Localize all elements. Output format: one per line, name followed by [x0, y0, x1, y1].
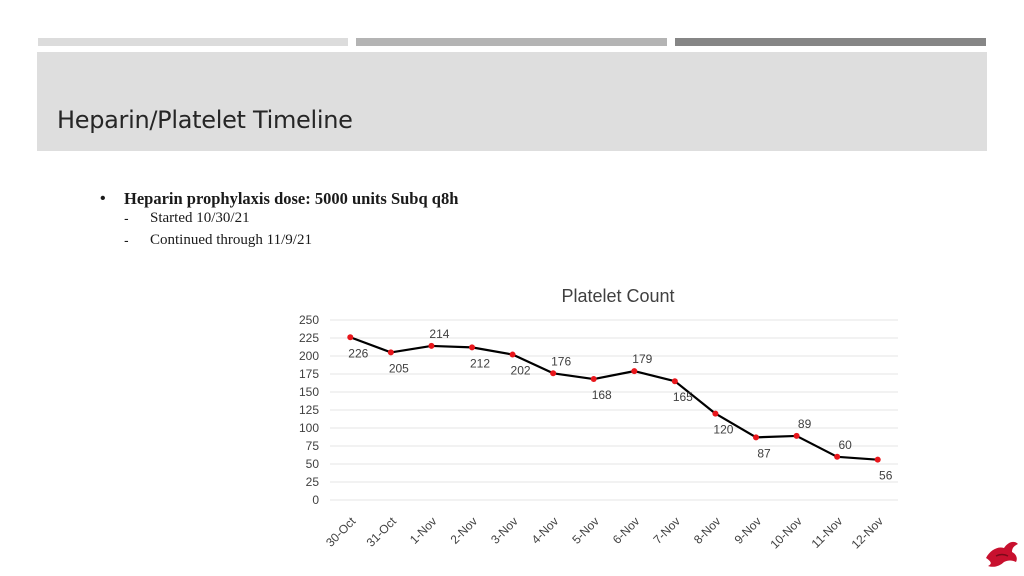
sub-item-text: Started 10/30/21: [150, 210, 250, 226]
chart-title: Platelet Count: [561, 286, 674, 306]
data-point: [347, 334, 354, 341]
data-point: [631, 368, 638, 375]
x-tick-label: 1-Nov: [407, 514, 440, 547]
data-point: [590, 376, 597, 383]
data-label: 179: [632, 352, 652, 366]
title-band: Heparin/Platelet Timeline: [37, 52, 987, 151]
data-point: [387, 349, 394, 356]
sub-dash: -: [124, 210, 129, 226]
accent-bars: [38, 38, 986, 46]
y-tick-label: 100: [299, 421, 319, 435]
data-label: 87: [757, 446, 771, 460]
y-tick-label: 225: [299, 331, 319, 345]
data-point: [550, 370, 557, 377]
bullet-dot: •: [100, 190, 106, 207]
data-label: 168: [592, 388, 612, 402]
accent-bar-light: [38, 38, 348, 46]
accent-bar-dark: [675, 38, 986, 46]
y-tick-label: 250: [299, 313, 319, 327]
red-bird-logo-icon: [986, 541, 1018, 567]
x-tick-label: 3-Nov: [488, 514, 521, 547]
y-tick-label: 50: [306, 457, 320, 471]
data-point: [753, 434, 759, 441]
bullet-text: Heparin prophylaxis dose: 5000 units Sub…: [124, 189, 459, 208]
data-label: 214: [429, 327, 449, 341]
x-tick-label: 4-Nov: [529, 514, 562, 547]
data-label: 89: [798, 417, 812, 431]
x-tick-label: 9-Nov: [732, 514, 765, 547]
data-point: [428, 342, 435, 349]
x-tick-label: 7-Nov: [650, 514, 683, 547]
y-tick-label: 150: [299, 385, 319, 399]
data-point: [509, 351, 516, 358]
x-tick-label: 5-Nov: [569, 514, 602, 547]
data-label: 205: [389, 361, 409, 375]
data-label: 226: [348, 346, 368, 360]
data-label: 60: [838, 438, 852, 452]
x-tick-label: 30-Oct: [323, 514, 359, 550]
data-label: 120: [713, 423, 733, 437]
y-tick-label: 0: [312, 493, 319, 507]
series-line: [349, 336, 878, 461]
y-tick-label: 200: [299, 349, 319, 363]
x-tick-label: 6-Nov: [610, 514, 643, 547]
accent-bar-medium: [356, 38, 667, 46]
y-tick-label: 175: [299, 367, 319, 381]
x-tick-label: 31-Oct: [364, 514, 400, 550]
slide-title: Heparin/Platelet Timeline: [57, 106, 353, 134]
data-label: 56: [879, 469, 893, 483]
x-tick-label: 10-Nov: [767, 514, 804, 551]
data-label: 212: [470, 356, 490, 370]
data-point: [671, 378, 678, 385]
sub-item-text: Continued through 11/9/21: [150, 232, 312, 248]
data-point: [712, 410, 719, 417]
y-tick-label: 125: [299, 403, 319, 417]
y-tick-label: 25: [306, 475, 320, 489]
sub-dash: -: [124, 232, 129, 248]
x-tick-label: 8-Nov: [691, 514, 724, 547]
x-tick-label: 11-Nov: [809, 514, 846, 551]
x-tick-label: 12-Nov: [849, 514, 886, 551]
data-label: 202: [511, 364, 531, 378]
data-point: [874, 456, 881, 463]
data-label: 176: [551, 354, 571, 368]
data-label: 165: [673, 390, 693, 404]
data-point: [793, 432, 800, 439]
data-point: [469, 344, 475, 351]
data-point: [834, 453, 841, 460]
x-tick-label: 2-Nov: [448, 514, 481, 547]
y-tick-label: 75: [306, 439, 320, 453]
